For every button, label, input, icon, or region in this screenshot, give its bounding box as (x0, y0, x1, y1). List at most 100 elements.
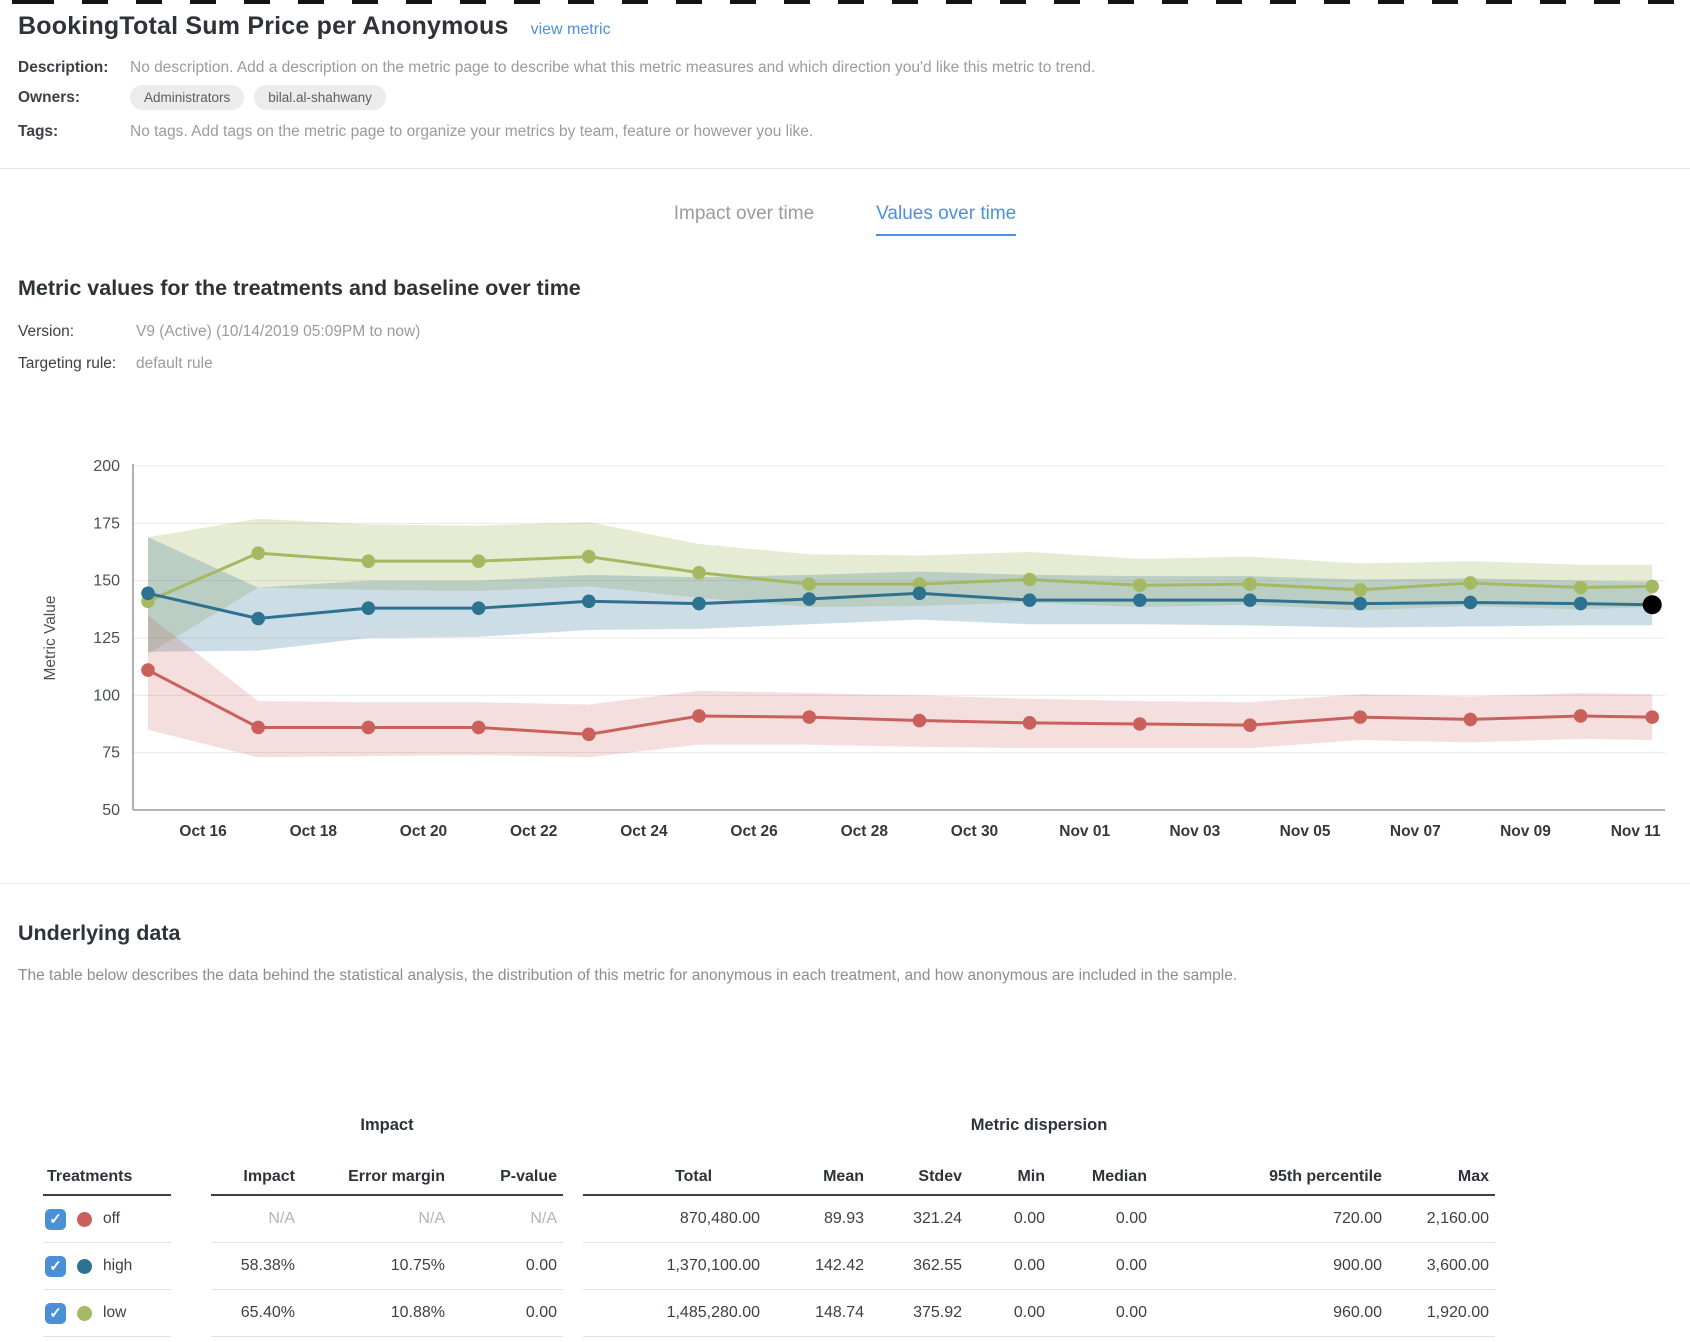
y-tick-label: 75 (102, 745, 120, 762)
treatment-row-off: ✓ off (43, 1196, 171, 1243)
off-data-point (141, 663, 155, 677)
low-data-point (1243, 577, 1257, 591)
treatment-name: high (103, 1257, 133, 1274)
low-data-point (361, 554, 376, 568)
x-tick-label: Oct 22 (510, 823, 557, 840)
off-data-point (471, 720, 486, 735)
table-cell: 870,480.00 (679, 1210, 760, 1227)
low-data-point (1645, 579, 1660, 594)
table-cell: 3,600.00 (1426, 1257, 1489, 1274)
table-cell: 10.88% (390, 1304, 445, 1321)
y-tick-label: 100 (93, 687, 120, 704)
high-data-point (361, 601, 376, 615)
table-cell: N/A (418, 1210, 445, 1227)
y-tick-label: 175 (93, 515, 120, 532)
treatment-checkbox-high[interactable]: ✓ (45, 1255, 66, 1277)
description-text: No description. Add a description on the… (130, 59, 1096, 76)
chart-divider (0, 883, 1690, 884)
treatments-column-header: Treatments (47, 1168, 133, 1185)
metric-values-line-chart: 50 75 100 125 150 175 200 Metric Value Oct 16 Oct… (42, 458, 1665, 840)
treatment-checkbox-off[interactable]: ✓ (45, 1208, 66, 1230)
table-cell: 900.00 (1333, 1257, 1382, 1274)
dispersion-header-rule (583, 1194, 1495, 1196)
underlying-data-table: Treatments ✓ off ✓ high ✓ low Impact Impact Er… (18, 1116, 1672, 1337)
owners-label: Owners: (18, 89, 81, 106)
table-row-high: 1,370,100.00 142.42 362.55 0.00 0.00 900.00 3,… (583, 1243, 1495, 1290)
x-tick-label: Oct 18 (290, 823, 338, 840)
dispersion-group-header: Metric dispersion (970, 1116, 1108, 1134)
table-cell: N/A (268, 1210, 295, 1227)
targeting-rule-row: Targeting rule: default rule (18, 354, 1672, 374)
top-dashed-border (0, 0, 1690, 4)
y-tick-label: 200 (93, 458, 120, 475)
latest-point-marker (1642, 595, 1662, 615)
version-row: Version: V9 (Active) (10/14/2019 05:09PM… (18, 322, 1672, 342)
targeting-rule-value: default rule (136, 355, 213, 372)
low-data-point (1353, 583, 1367, 597)
treatment-checkbox-low[interactable]: ✓ (45, 1302, 66, 1324)
table-cell: N/A (530, 1210, 557, 1227)
version-value: V9 (Active) (10/14/2019 05:09PM to now) (136, 323, 421, 340)
y-axis-label: Metric Value (42, 596, 59, 681)
view-metric-link[interactable]: view metric (530, 21, 611, 38)
owner-badge: bilal.al-shahwany (254, 85, 386, 110)
off-data-point (251, 720, 265, 735)
tab-impact-over-time[interactable]: Impact over time (673, 203, 815, 224)
low-data-point (471, 554, 486, 568)
low-data-point (1573, 580, 1588, 595)
y-tick-label: 50 (102, 802, 120, 819)
table-cell: 58.38% (240, 1257, 295, 1274)
column-header-error-margin: Error margin (348, 1168, 445, 1185)
off-data-point (1645, 710, 1660, 724)
off-data-point (1243, 718, 1257, 732)
table-cell: 0.00 (1013, 1210, 1045, 1227)
treatment-name: low (103, 1304, 127, 1321)
high-data-point (802, 592, 816, 606)
high-data-point (1573, 596, 1588, 611)
y-tick-label: 125 (93, 630, 120, 647)
treatments-header-rule (43, 1194, 171, 1196)
table-cell: 0.00 (525, 1257, 557, 1274)
treatment-color-dot (77, 1305, 92, 1321)
table-cell: 1,485,280.00 (666, 1304, 760, 1321)
column-header-95th-percentile: 95th percentile (1269, 1168, 1382, 1185)
table-cell: 142.42 (815, 1257, 864, 1274)
version-label: Version: (18, 323, 75, 340)
table-cell: 720.00 (1333, 1210, 1382, 1227)
treatment-row-high: ✓ high (43, 1243, 171, 1290)
x-tick-label: Oct 26 (730, 823, 778, 840)
high-data-point (251, 611, 265, 626)
table-cell: 89.93 (823, 1210, 864, 1227)
off-data-point (1353, 710, 1367, 724)
treatment-color-dot (77, 1258, 92, 1274)
off-data-point (912, 713, 927, 728)
table-cell: 1,920.00 (1426, 1304, 1489, 1321)
treatments-table: Treatments ✓ off ✓ high ✓ low (43, 1156, 171, 1337)
table-cell: 362.55 (913, 1257, 962, 1274)
x-tick-label: Oct 24 (620, 823, 668, 840)
column-header-max: Max (1457, 1168, 1489, 1185)
high-data-point (692, 596, 706, 611)
metric-dispersion-table: Metric dispersion Total Mean Stdev Min Media… (583, 1116, 1495, 1337)
description-label: Description: (18, 59, 109, 76)
off-confidence-band (148, 615, 1653, 758)
x-tick-label: Nov 01 (1059, 823, 1110, 840)
low-data-point (251, 546, 265, 560)
table-cell: 0.00 (1115, 1210, 1147, 1227)
high-data-point (1022, 593, 1037, 607)
values-over-time-chart: 50 75 100 125 150 175 200 Metric Value Oct 16 Oct… (0, 404, 1690, 857)
low-data-point (1022, 572, 1037, 587)
off-data-point (582, 727, 596, 742)
high-data-point (1243, 593, 1257, 607)
table-cell: 0.00 (1115, 1304, 1147, 1321)
column-header-median: Median (1091, 1168, 1147, 1185)
table-row-off: N/A N/A N/A (211, 1196, 563, 1243)
high-data-point (582, 594, 596, 609)
off-data-point (1573, 709, 1588, 723)
table-cell: 65.40% (240, 1304, 295, 1321)
x-tick-label: Nov 03 (1169, 823, 1220, 840)
tab-values-over-time[interactable]: Values over time (876, 203, 1017, 236)
dispersion-column-headers: Total Mean Stdev Min Median 95th percentile Ma… (583, 1156, 1495, 1186)
column-header-p-value: P-value (500, 1168, 557, 1185)
column-header-min: Min (1017, 1168, 1045, 1185)
